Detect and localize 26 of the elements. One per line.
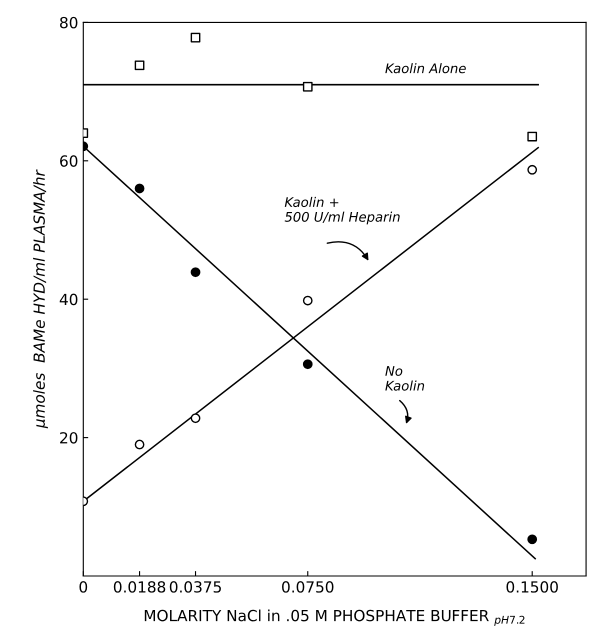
y-tick-label: 20: [60, 432, 78, 444]
point: [527, 164, 538, 175]
annotation: No Kaolin: [385, 366, 424, 391]
annotation: Kaolin Alone: [385, 63, 466, 74]
point: [527, 132, 538, 142]
point: [190, 413, 200, 424]
point: [190, 267, 200, 278]
point: [134, 60, 144, 70]
point: [134, 440, 144, 450]
point: [190, 32, 200, 42]
y-tick-label: 80: [60, 16, 78, 28]
point: [302, 359, 313, 370]
y-axis-title: μmoles BAMe HYD/ml PLASMA/hr: [33, 169, 48, 428]
x-tick-label: 0: [79, 581, 88, 593]
point: [302, 82, 313, 92]
x-tick-label: 0.1500: [506, 581, 558, 593]
point: [134, 184, 144, 194]
y-tick-label: 60: [60, 155, 78, 167]
y-tick-label: 40: [60, 294, 78, 306]
x-axis-title: MOLARITY NaCl in .05 M PHOSPHATE BUFFER $_{pH7.2}$: [144, 610, 524, 626]
x-tick-label: 0.0750: [282, 581, 334, 593]
annotation: Kaolin + 500 U/ml Heparin: [284, 196, 400, 224]
x-tick-label: 0.0188: [114, 581, 166, 593]
x-tick-label: 0.0375: [170, 581, 221, 593]
point: [527, 534, 538, 544]
point: [302, 296, 313, 306]
